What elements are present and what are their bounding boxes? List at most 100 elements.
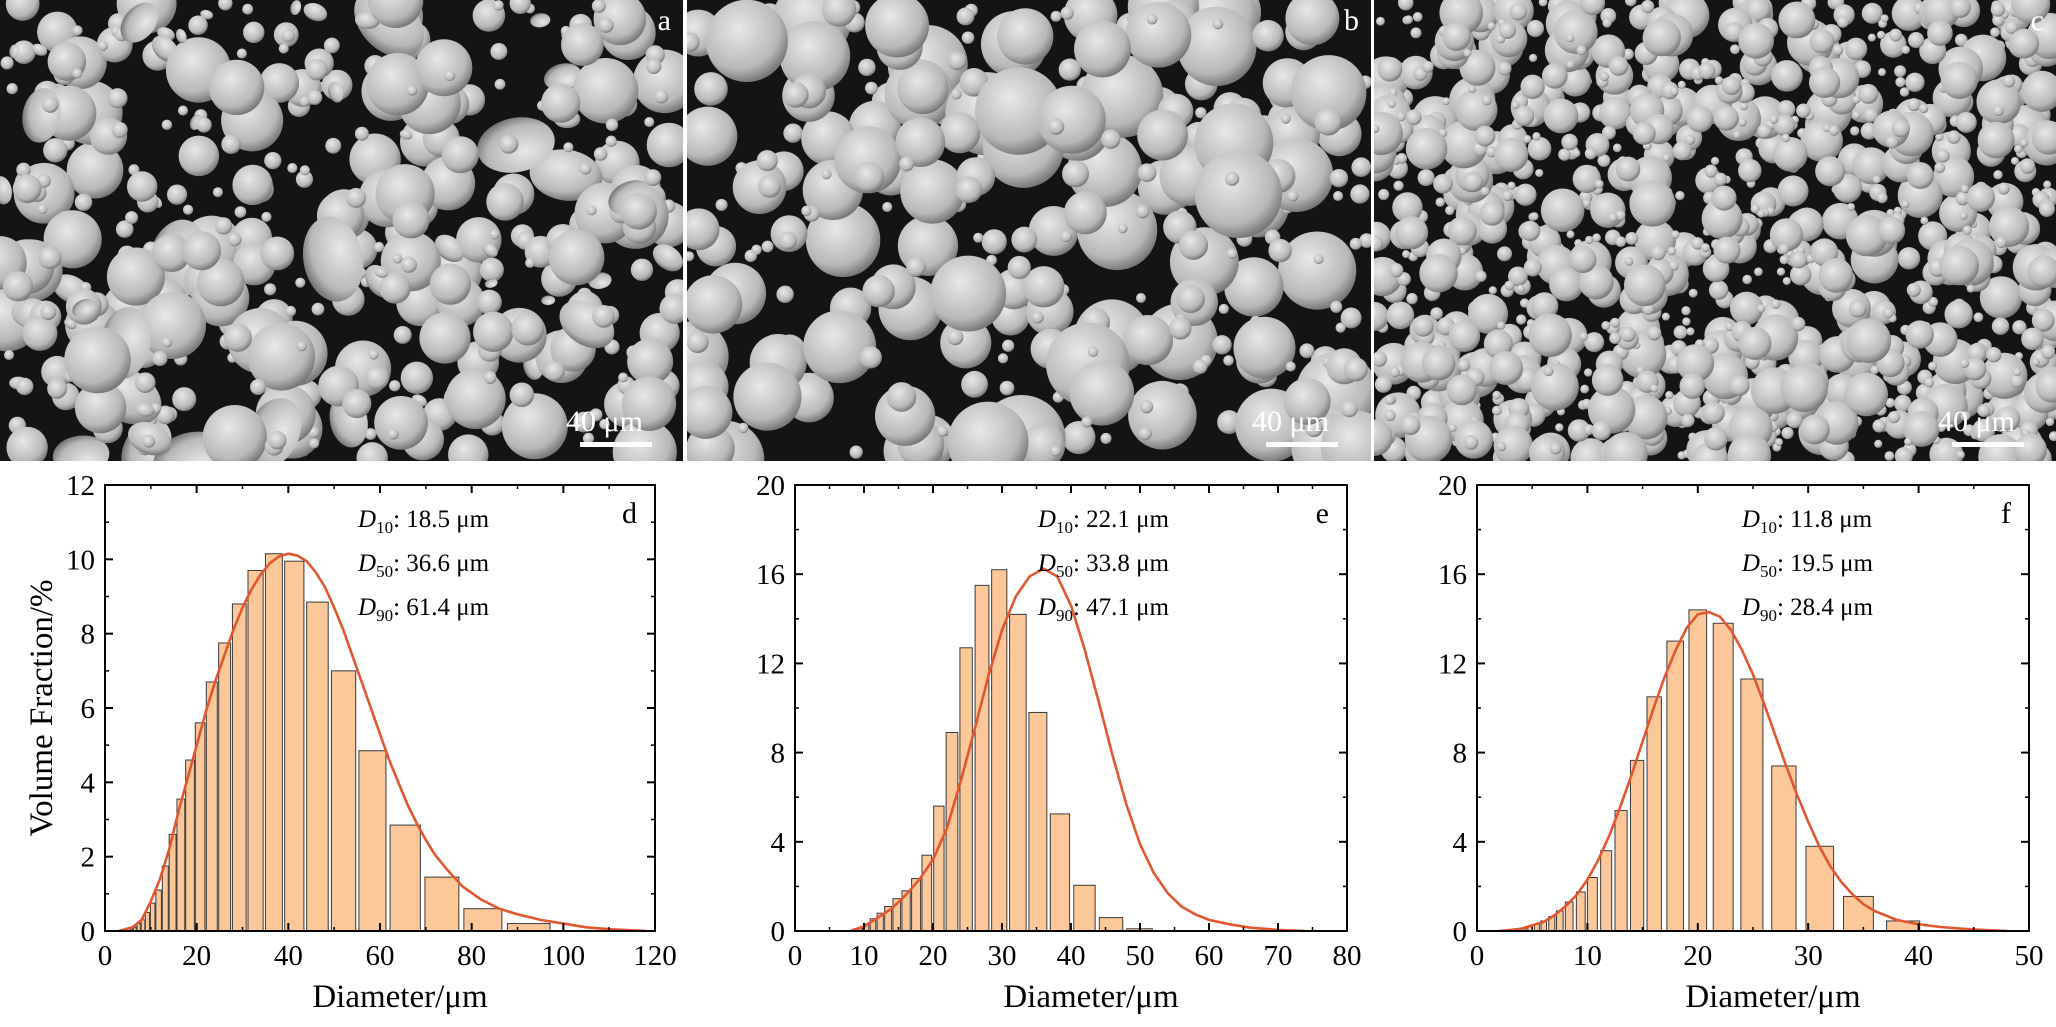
particle <box>997 8 1054 65</box>
particle <box>1668 260 1679 271</box>
particle <box>1419 254 1458 293</box>
particle <box>1700 243 1710 253</box>
particle <box>1714 76 1724 85</box>
y-tick-label: 8 <box>81 619 96 651</box>
particle <box>389 380 401 392</box>
particle <box>961 370 988 398</box>
particle <box>1791 316 1806 332</box>
fit-curve <box>1498 610 2007 933</box>
particle <box>1479 201 1505 226</box>
particle <box>325 137 342 154</box>
particle <box>1629 180 1676 227</box>
size-distribution-charts: 0 20 40 60 80 100 120024681012Diameter/μmVolum… <box>24 470 2044 1015</box>
particle <box>1708 280 1729 300</box>
particle <box>1511 101 1520 110</box>
particle <box>2013 367 2022 377</box>
particle <box>1584 147 1597 160</box>
particle <box>1936 148 1950 163</box>
x-tick-label: 120 <box>633 940 677 972</box>
particle <box>494 78 506 90</box>
x-tick-label: 30 <box>988 940 1017 972</box>
particle <box>1990 27 2001 38</box>
particle <box>1959 358 1970 368</box>
particle <box>946 328 964 346</box>
x-tick-label: 100 <box>542 940 586 972</box>
particle <box>1608 55 1629 76</box>
particle <box>115 220 134 238</box>
x-axis-label: Diameter/μm <box>1685 979 1861 1015</box>
particle <box>1771 60 1803 92</box>
stat-d10: D10: 18.5 μm <box>357 506 490 537</box>
y-tick-label: 12 <box>1438 648 1467 680</box>
particle <box>1540 188 1585 233</box>
particle <box>38 246 62 270</box>
particle <box>1496 442 1507 452</box>
x-tick-label: 0 <box>98 940 113 972</box>
particle <box>509 382 535 408</box>
particle <box>1903 410 1940 447</box>
particle <box>1962 225 1972 235</box>
particle <box>1532 132 1541 141</box>
y-tick-label: 16 <box>756 559 785 591</box>
particle <box>1523 258 1542 277</box>
particle <box>1681 413 1695 428</box>
particle <box>299 165 310 176</box>
particle <box>1340 307 1362 329</box>
particle <box>483 371 497 385</box>
x-tick-label: 30 <box>1794 940 1823 972</box>
histogram-bar <box>974 584 990 932</box>
histogram-bar <box>1805 845 1835 932</box>
particle <box>448 434 489 461</box>
scale-bar-c <box>1952 442 2024 447</box>
particle <box>947 401 1029 461</box>
y-tick-label: 4 <box>1453 827 1468 859</box>
particle <box>1448 320 1481 352</box>
particle <box>1374 419 1393 456</box>
particle <box>1583 424 1595 436</box>
particle <box>52 435 110 461</box>
sem-particles <box>687 0 1371 461</box>
particle <box>234 206 247 218</box>
particle <box>548 229 605 286</box>
particle <box>1100 432 1112 444</box>
particle <box>1852 110 1861 120</box>
particle <box>1374 235 1384 252</box>
particle <box>1882 307 1894 319</box>
fit-curve <box>849 567 1306 933</box>
particle <box>1891 119 1910 138</box>
particle <box>5 0 40 21</box>
particle <box>1516 314 1527 325</box>
particle <box>1555 423 1564 432</box>
particle <box>323 37 340 54</box>
particle <box>1634 219 1676 262</box>
particle <box>1223 355 1234 366</box>
histogram-bar <box>1771 765 1797 932</box>
particle <box>1934 162 1946 174</box>
particle <box>135 403 155 417</box>
particle <box>1757 209 1766 218</box>
histogram-bar <box>1600 850 1613 932</box>
particle <box>1858 83 1879 104</box>
particle <box>2010 156 2019 165</box>
particle <box>196 117 212 133</box>
particle <box>1509 2 1528 21</box>
particle <box>1396 112 1406 122</box>
particle <box>1742 274 1752 285</box>
histogram-bar <box>1740 678 1764 932</box>
particle <box>399 129 413 140</box>
particle <box>1647 326 1662 341</box>
histogram-bar <box>424 876 460 932</box>
particle <box>1777 175 1809 207</box>
particle <box>1481 95 1492 106</box>
particle <box>1906 162 1934 190</box>
x-tick-label: 0 <box>1470 940 1485 972</box>
particle <box>1880 14 1889 23</box>
particle <box>1226 248 1238 260</box>
particle <box>1789 264 1812 286</box>
y-tick-label: 20 <box>1438 470 1467 502</box>
histogram-bar <box>506 923 551 932</box>
particle <box>1138 426 1152 441</box>
histogram-bar <box>306 601 329 932</box>
particle <box>1966 284 1975 293</box>
particle <box>1738 326 1772 360</box>
